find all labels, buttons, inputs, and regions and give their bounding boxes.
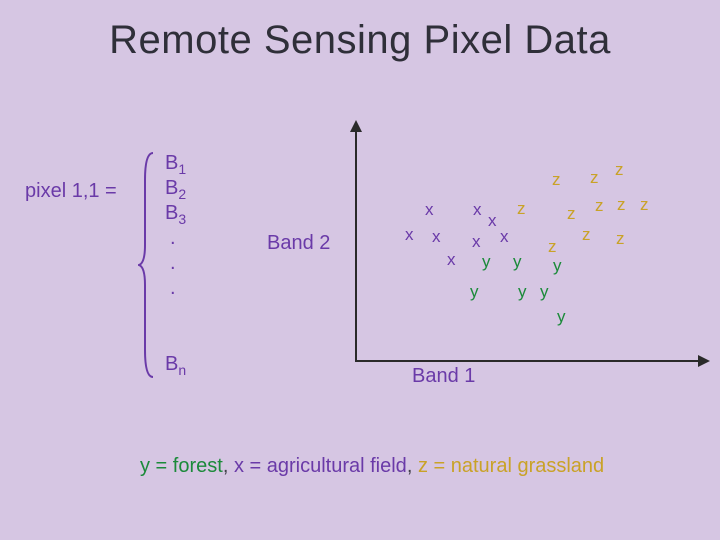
point-x: x	[447, 250, 456, 270]
point-y: y	[557, 307, 566, 327]
point-y: y	[482, 252, 491, 272]
band-sub-2: 2	[178, 186, 186, 202]
band-b1: B1	[165, 152, 186, 177]
point-y: y	[470, 282, 479, 302]
band-sub-1: 1	[178, 161, 186, 177]
band-b2: B2	[165, 177, 186, 202]
point-y: y	[540, 282, 549, 302]
ellipsis-dot: .	[170, 283, 176, 293]
legend-y: y = forest	[140, 455, 223, 477]
legend-x: x = agricultural field	[234, 455, 407, 477]
y-axis-arrow	[350, 120, 362, 132]
y-axis-label: Band 2	[267, 232, 330, 255]
band-prefix: B	[165, 152, 178, 174]
legend: y = forest, x = agricultural field, z = …	[140, 455, 604, 478]
band-sub-n: n	[178, 362, 186, 378]
x-axis-label: Band 1	[412, 365, 475, 388]
legend-sep: ,	[223, 455, 234, 477]
point-y: y	[518, 282, 527, 302]
point-z: z	[567, 204, 576, 224]
point-x: x	[405, 225, 414, 245]
point-z: z	[595, 196, 604, 216]
pixel-label: pixel 1,1 =	[25, 180, 117, 203]
y-axis	[355, 130, 357, 360]
point-z: z	[582, 225, 591, 245]
band-b3: B3	[165, 202, 186, 227]
legend-z: z = natural grassland	[418, 455, 604, 477]
point-z: z	[590, 168, 599, 188]
point-z: z	[615, 160, 624, 180]
point-x: x	[472, 232, 481, 252]
point-x: x	[432, 227, 441, 247]
point-x: x	[473, 200, 482, 220]
band-prefix: B	[165, 353, 178, 375]
point-z: z	[616, 229, 625, 249]
point-z: z	[640, 195, 649, 215]
point-z: z	[548, 237, 557, 257]
band-bn: Bn	[165, 353, 186, 378]
point-x: x	[425, 200, 434, 220]
point-z: z	[517, 199, 526, 219]
point-y: y	[513, 252, 522, 272]
ellipsis-dot: .	[170, 258, 176, 268]
band-prefix: B	[165, 177, 178, 199]
point-y: y	[553, 256, 562, 276]
brace-left	[138, 150, 158, 380]
x-axis	[355, 360, 700, 362]
point-z: z	[552, 170, 561, 190]
point-x: x	[500, 227, 509, 247]
point-x: x	[488, 211, 497, 231]
page-title: Remote Sensing Pixel Data	[0, 18, 720, 63]
band-sub-3: 3	[178, 211, 186, 227]
band-prefix: B	[165, 202, 178, 224]
x-axis-arrow	[698, 355, 710, 367]
point-z: z	[617, 195, 626, 215]
ellipsis-dot: .	[170, 233, 176, 243]
legend-sep: ,	[407, 455, 418, 477]
